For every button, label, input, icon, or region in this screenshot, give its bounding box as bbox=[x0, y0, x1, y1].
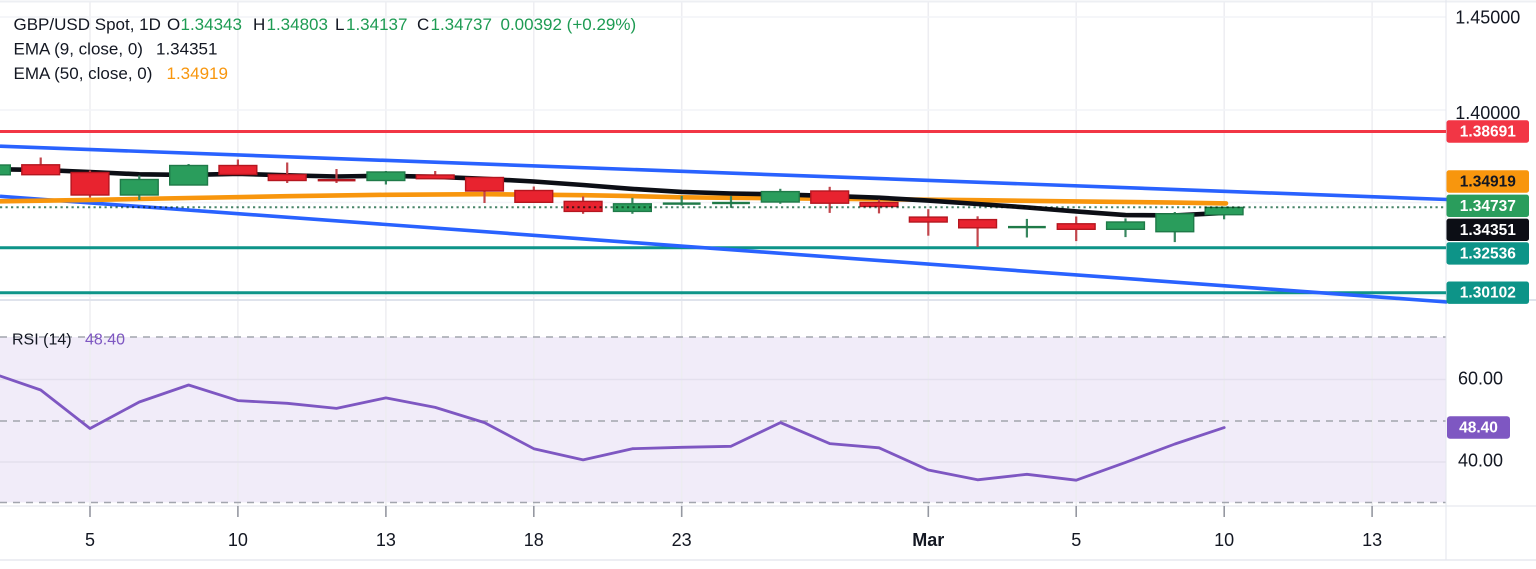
svg-text:O: O bbox=[167, 15, 180, 34]
svg-text:1.30102: 1.30102 bbox=[1460, 285, 1516, 302]
svg-text:1.34919: 1.34919 bbox=[1460, 174, 1516, 191]
svg-text:1.45000: 1.45000 bbox=[1455, 8, 1520, 28]
svg-text:1.34343: 1.34343 bbox=[181, 15, 242, 34]
svg-text:1.34803: 1.34803 bbox=[267, 15, 328, 34]
svg-text:C: C bbox=[417, 15, 429, 34]
svg-text:13: 13 bbox=[376, 530, 396, 550]
svg-text:18: 18 bbox=[524, 530, 544, 550]
svg-text:10: 10 bbox=[228, 530, 248, 550]
svg-text:EMA (9, close, 0): EMA (9, close, 0) bbox=[14, 40, 143, 59]
svg-text:L: L bbox=[335, 15, 344, 34]
svg-text:40.00: 40.00 bbox=[1458, 451, 1503, 471]
svg-text:1.40000: 1.40000 bbox=[1455, 103, 1520, 123]
svg-text:23: 23 bbox=[672, 530, 692, 550]
svg-text:5: 5 bbox=[1071, 530, 1081, 550]
svg-text:1.34737: 1.34737 bbox=[431, 15, 492, 34]
svg-text:1.32536: 1.32536 bbox=[1460, 245, 1516, 262]
svg-text:GBP/USD Spot, 1D: GBP/USD Spot, 1D bbox=[14, 15, 161, 34]
svg-text:1.34351: 1.34351 bbox=[1460, 222, 1516, 239]
svg-text:EMA (50, close, 0): EMA (50, close, 0) bbox=[14, 64, 153, 83]
svg-text:48.40: 48.40 bbox=[1459, 420, 1498, 437]
svg-text:1.34919: 1.34919 bbox=[167, 64, 228, 83]
svg-text:1.34351: 1.34351 bbox=[156, 40, 217, 59]
svg-text:48.40: 48.40 bbox=[85, 332, 125, 349]
svg-text:H: H bbox=[253, 15, 265, 34]
svg-text:1.34137: 1.34137 bbox=[346, 15, 407, 34]
svg-text:10: 10 bbox=[1214, 530, 1234, 550]
svg-text:13: 13 bbox=[1362, 530, 1382, 550]
svg-text:0.00392 (+0.29%): 0.00392 (+0.29%) bbox=[501, 15, 637, 34]
svg-text:5: 5 bbox=[85, 530, 95, 550]
svg-text:RSI (14): RSI (14) bbox=[12, 332, 72, 349]
svg-text:1.34737: 1.34737 bbox=[1460, 198, 1516, 215]
svg-text:60.00: 60.00 bbox=[1458, 369, 1503, 389]
svg-text:1.38691: 1.38691 bbox=[1460, 124, 1516, 141]
svg-text:Mar: Mar bbox=[912, 530, 944, 550]
